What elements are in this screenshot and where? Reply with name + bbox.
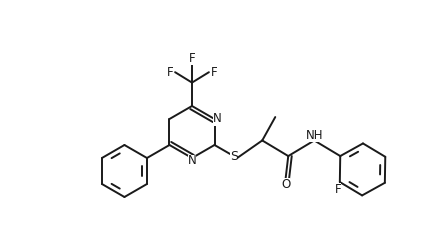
Text: F: F	[189, 52, 195, 64]
Text: S: S	[230, 149, 238, 163]
Text: F: F	[335, 183, 341, 196]
Text: N: N	[213, 113, 222, 125]
Text: F: F	[167, 66, 173, 79]
Text: O: O	[281, 178, 290, 191]
Text: F: F	[211, 66, 217, 79]
Text: NH: NH	[306, 129, 323, 142]
Text: N: N	[188, 154, 196, 168]
